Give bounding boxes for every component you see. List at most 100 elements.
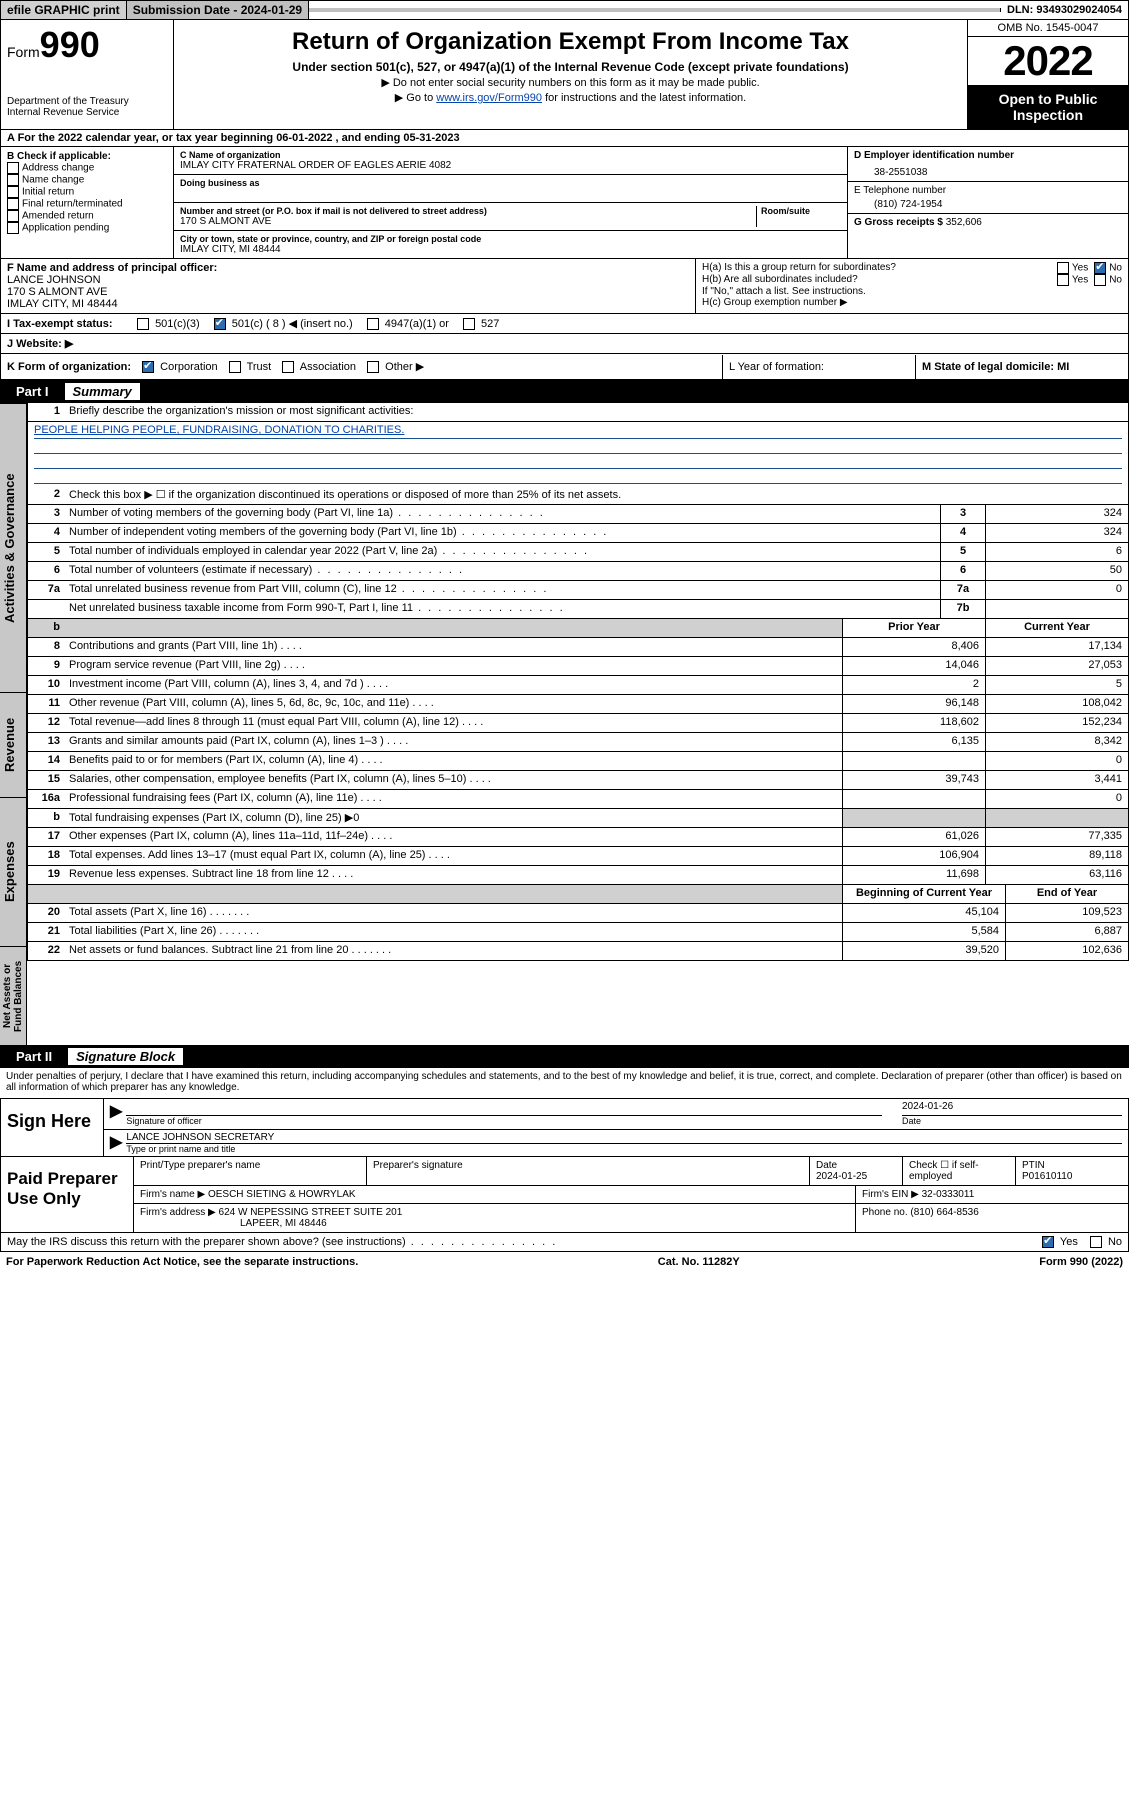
prep-h4[interactable]: Check ☐ if self-employed: [903, 1157, 1016, 1185]
org-name-row: C Name of organization IMLAY CITY FRATER…: [174, 147, 847, 175]
mission-text: PEOPLE HELPING PEOPLE, FUNDRAISING, DONA…: [34, 424, 1122, 439]
row-7b: Net unrelated business taxable income fr…: [27, 600, 1129, 619]
header-mid: Return of Organization Exempt From Incom…: [174, 20, 967, 129]
i-527[interactable]: 527: [463, 318, 499, 330]
form-title: Return of Organization Exempt From Incom…: [182, 28, 959, 56]
ha-no[interactable]: No: [1094, 262, 1122, 274]
i-501c[interactable]: 501(c) ( 8 ) ◀ (insert no.): [214, 317, 353, 330]
phone-value: (810) 724-1954: [854, 196, 1122, 210]
phone-label: E Telephone number: [854, 185, 1122, 196]
row-3: 3Number of voting members of the governi…: [27, 505, 1129, 524]
efile-label[interactable]: efile GRAPHIC print: [1, 1, 127, 19]
org-name: IMLAY CITY FRATERNAL ORDER OF EAGLES AER…: [180, 160, 841, 171]
addr-label: Number and street (or P.O. box if mail i…: [180, 206, 756, 216]
note2-pre: ▶ Go to: [395, 92, 436, 104]
row-16a: 16aProfessional fundraising fees (Part I…: [27, 790, 1129, 809]
row-11: 11Other revenue (Part VIII, column (A), …: [27, 695, 1129, 714]
line-k: K Form of organization: Corporation Trus…: [1, 354, 722, 379]
ha-yes[interactable]: Yes: [1057, 262, 1088, 274]
row-9: 9Program service revenue (Part VIII, lin…: [27, 657, 1129, 676]
opt-initial-return[interactable]: Initial return: [7, 186, 167, 198]
typed-name-label: Type or print name and title: [126, 1144, 1122, 1154]
row-8: 8Contributions and grants (Part VIII, li…: [27, 638, 1129, 657]
tax-year: 2022: [968, 37, 1128, 85]
opt-name-change[interactable]: Name change: [7, 174, 167, 186]
hb-yes[interactable]: Yes: [1057, 274, 1088, 286]
part1-title: Summary: [65, 383, 140, 400]
hb-no[interactable]: No: [1094, 274, 1122, 286]
city-row: City or town, state or province, country…: [174, 231, 847, 258]
vtab-net: Net Assets or Fund Balances: [0, 946, 27, 1045]
firm-addr: 624 W NEPESSING STREET SUITE 201: [219, 1207, 403, 1218]
line-k-label: K Form of organization:: [7, 361, 131, 373]
officer-typed-name: LANCE JOHNSON SECRETARY: [126, 1132, 1122, 1144]
opt-address-change[interactable]: Address change: [7, 162, 167, 174]
spacer: [309, 8, 1001, 12]
open-inspection: Open to Public Inspection: [968, 85, 1128, 129]
k-other[interactable]: Other ▶: [367, 361, 424, 373]
row-1: 1 Briefly describe the organization's mi…: [27, 403, 1129, 422]
officer-name: LANCE JOHNSON: [7, 274, 689, 286]
row-19: 19Revenue less expenses. Subtract line 1…: [27, 866, 1129, 885]
h-note: If "No," attach a list. See instructions…: [702, 286, 1122, 297]
summary-content: 1 Briefly describe the organization's mi…: [27, 403, 1129, 1045]
discuss-no[interactable]: No: [1090, 1236, 1122, 1248]
ha-row: H(a) Is this a group return for subordin…: [702, 262, 1122, 274]
line-i: I Tax-exempt status: 501(c)(3) 501(c) ( …: [0, 314, 1129, 334]
header-left: Form990 Department of the Treasury Inter…: [1, 20, 174, 129]
line-klm: K Form of organization: Corporation Trus…: [0, 354, 1129, 380]
dba-label: Doing business as: [180, 178, 841, 188]
row-21: 21Total liabilities (Part X, line 26) . …: [27, 923, 1129, 942]
org-name-label: C Name of organization: [180, 150, 841, 160]
k-assoc[interactable]: Association: [282, 361, 356, 373]
irs-link[interactable]: www.irs.gov/Form990: [436, 92, 542, 104]
street-address: 170 S ALMONT AVE: [180, 216, 756, 227]
opt-final-return[interactable]: Final return/terminated: [7, 198, 167, 210]
firm-label: Firm's name ▶: [140, 1189, 205, 1200]
omb: OMB No. 1545-0047: [968, 20, 1128, 37]
k-trust[interactable]: Trust: [229, 361, 272, 373]
sig-officer-label: Signature of officer: [126, 1116, 882, 1126]
line-m: M State of legal domicile: MI: [915, 355, 1128, 379]
block-c: C Name of organization IMLAY CITY FRATER…: [174, 147, 847, 258]
row-header-net: Beginning of Current Year End of Year: [27, 885, 1129, 904]
firm-phone-label: Phone no.: [862, 1207, 908, 1218]
discuss-q: May the IRS discuss this return with the…: [7, 1236, 557, 1248]
section-fh: F Name and address of principal officer:…: [0, 259, 1129, 314]
row-14: 14Benefits paid to or for members (Part …: [27, 752, 1129, 771]
addr-row: Number and street (or P.O. box if mail i…: [174, 203, 847, 231]
row-4: 4Number of independent voting members of…: [27, 524, 1129, 543]
hb-row: H(b) Are all subordinates included? Yes …: [702, 274, 1122, 286]
opt-application-pending[interactable]: Application pending: [7, 222, 167, 234]
firm-phone: (810) 664-8536: [910, 1207, 978, 1218]
k-corp[interactable]: Corporation: [142, 361, 218, 373]
row-2: 2 Check this box ▶ ☐ if the organization…: [27, 486, 1129, 505]
officer-addr1: 170 S ALMONT AVE: [7, 286, 689, 298]
i-4947[interactable]: 4947(a)(1) or: [367, 318, 449, 330]
row-18: 18Total expenses. Add lines 13–17 (must …: [27, 847, 1129, 866]
discuss-yes[interactable]: Yes: [1042, 1236, 1078, 1248]
row-13: 13Grants and similar amounts paid (Part …: [27, 733, 1129, 752]
part1-num: Part I: [8, 384, 57, 399]
line-j: J Website: ▶: [0, 334, 1129, 354]
penalties-text: Under penalties of perjury, I declare th…: [0, 1068, 1129, 1096]
note2-post: for instructions and the latest informat…: [542, 92, 746, 104]
officer-addr2: IMLAY CITY, MI 48444: [7, 298, 689, 310]
vtab-revenue: Revenue: [0, 692, 27, 797]
summary-body: Activities & Governance Revenue Expenses…: [0, 403, 1129, 1045]
q1-label: Briefly describe the organization's miss…: [65, 403, 1128, 421]
section-bcdeg: B Check if applicable: Address change Na…: [0, 147, 1129, 259]
opt-amended-return[interactable]: Amended return: [7, 210, 167, 222]
row-5: 5Total number of individuals employed in…: [27, 543, 1129, 562]
city-value: IMLAY CITY, MI 48444: [180, 244, 841, 255]
city-label: City or town, state or province, country…: [180, 234, 841, 244]
i-501c3[interactable]: 501(c)(3): [137, 318, 200, 330]
header-right: OMB No. 1545-0047 2022 Open to Public In…: [967, 20, 1128, 129]
officer-label: F Name and address of principal officer:: [7, 262, 689, 274]
sign-date: 2024-01-26: [902, 1101, 1122, 1116]
head-end: End of Year: [1005, 885, 1128, 903]
page-footer: For Paperwork Reduction Act Notice, see …: [0, 1252, 1129, 1272]
top-bar: efile GRAPHIC print Submission Date - 20…: [0, 0, 1129, 20]
part2-num: Part II: [8, 1049, 60, 1064]
part2-header: Part II Signature Block: [0, 1045, 1129, 1068]
